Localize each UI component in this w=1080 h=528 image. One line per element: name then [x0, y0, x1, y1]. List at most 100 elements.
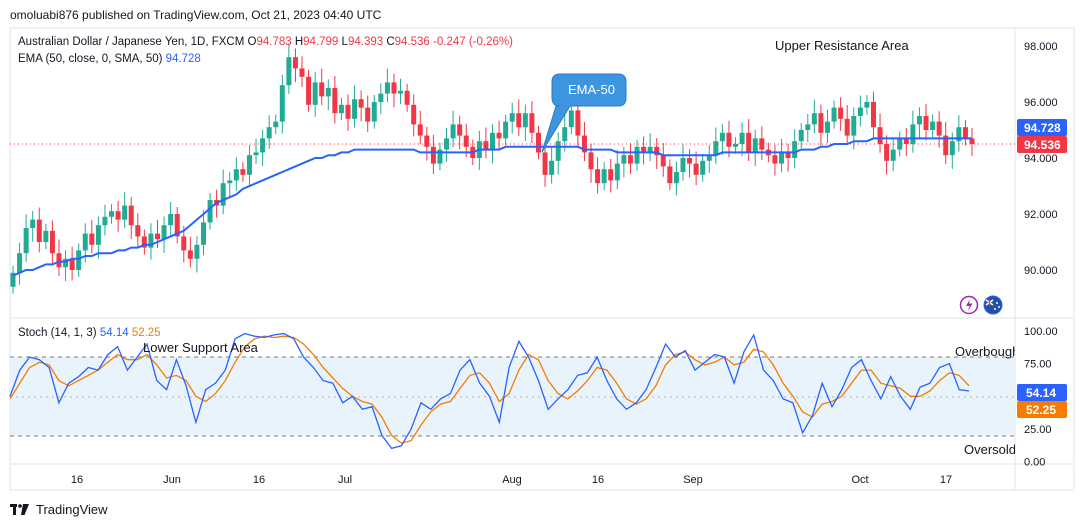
candle-body [680, 158, 686, 172]
candle-body [306, 76, 312, 105]
candle [227, 171, 233, 197]
candle [404, 83, 410, 112]
candle [667, 159, 673, 191]
candle [654, 138, 660, 169]
candle [962, 120, 968, 146]
candle-body [529, 113, 535, 133]
candle-body [687, 158, 693, 164]
candle [358, 90, 364, 122]
candle [857, 95, 863, 127]
candle [391, 73, 397, 108]
candle-body [141, 236, 147, 248]
time-tick-label: Jun [163, 474, 181, 486]
candle-body [726, 132, 732, 147]
candle-body [233, 169, 239, 181]
candle-body [509, 113, 515, 122]
candle-body [660, 155, 666, 167]
candle [312, 72, 318, 117]
candle-body [608, 169, 614, 181]
candle-body [752, 138, 758, 153]
candle-body [897, 138, 903, 150]
candle [161, 216, 167, 253]
candle-body [700, 160, 706, 175]
svg-text:94.728: 94.728 [1024, 121, 1061, 135]
candle-body [109, 211, 115, 217]
candle-body [969, 138, 975, 144]
candle [903, 128, 909, 157]
candle-body [496, 132, 502, 139]
candle [411, 94, 417, 137]
stoch-tick-label: 0.00 [1024, 457, 1045, 469]
lightning-icon[interactable] [959, 295, 979, 315]
candle-body [89, 233, 95, 245]
candle-body [319, 82, 325, 97]
candle [345, 94, 351, 131]
australia-flag-icon[interactable] [983, 295, 1003, 315]
candle [332, 75, 338, 124]
candle [719, 124, 725, 155]
candle [371, 95, 377, 129]
time-axis[interactable]: 16 Jun 16 Jul Aug 16 Sep Oct 17 [71, 474, 952, 486]
time-tick-label: Aug [502, 474, 522, 486]
candle [102, 204, 108, 236]
candle-body [174, 214, 180, 237]
candle [535, 125, 541, 160]
candle [739, 122, 745, 157]
candle-body [411, 104, 417, 125]
candle [726, 120, 732, 158]
candle-body [49, 230, 55, 254]
candle-body [148, 233, 154, 248]
candle-body [17, 253, 23, 273]
candle [568, 103, 574, 135]
candle [562, 115, 568, 152]
candle [292, 48, 298, 83]
candle-body [647, 146, 653, 153]
candle [897, 131, 903, 157]
candle [621, 146, 627, 178]
candle-body [404, 90, 410, 105]
price-axis[interactable]: 98.000 96.000 94.000 92.000 90.000 [1024, 41, 1058, 277]
candle [115, 200, 121, 232]
stoch-tick-label: 25.00 [1024, 424, 1052, 436]
candle-body [884, 144, 890, 161]
candle-body [798, 130, 804, 142]
candle-body [365, 107, 371, 122]
candle-body [779, 152, 785, 164]
candle-body [312, 82, 318, 105]
ema-legend[interactable]: EMA (50, close, 0, SMA, 50) 94.728 [18, 53, 201, 65]
candle-body [384, 82, 390, 94]
candle [69, 246, 75, 281]
ema-callout-text: EMA-50 [568, 82, 615, 97]
stoch-legend[interactable]: Stoch (14, 1, 3) 54.14 52.25 [18, 327, 161, 339]
candle-body [555, 141, 561, 161]
price-tick-label: 94.000 [1024, 153, 1058, 165]
change-value: -0.247 (-0.26%) [433, 36, 513, 48]
candle [122, 191, 128, 229]
candle [752, 129, 758, 167]
candle [503, 114, 509, 146]
candle-body [910, 124, 916, 144]
open-label: O [247, 36, 257, 48]
candle [811, 99, 817, 134]
tradingview-logo[interactable]: TradingView [10, 502, 108, 517]
candle-body [266, 127, 272, 139]
candle [109, 204, 115, 224]
candle-body [187, 250, 193, 259]
stoch-legend-label: Stoch (14, 1, 3) [18, 327, 97, 339]
svg-text:54.14: 54.14 [1026, 386, 1056, 400]
candle-body [299, 68, 305, 77]
candle [700, 153, 706, 182]
ema-legend-label: EMA (50, close, 0, SMA, 50) [18, 53, 163, 65]
candle [325, 79, 331, 111]
candle [772, 144, 778, 176]
candle-body [818, 113, 824, 133]
candle [969, 128, 975, 157]
candle [575, 100, 581, 148]
candle-body [733, 144, 739, 147]
symbol-legend[interactable]: Australian Dollar / Japanese Yen, 1D, FX… [18, 36, 513, 48]
candle [338, 97, 344, 121]
candle [555, 132, 561, 175]
candle [930, 114, 936, 137]
candle-body [253, 152, 259, 156]
